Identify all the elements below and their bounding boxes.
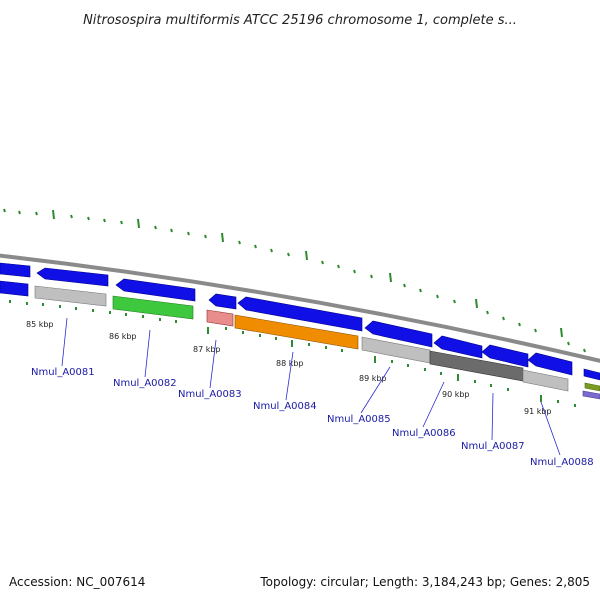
gene-label-nmul-a0081[interactable]: Nmul_A0081 (31, 367, 95, 378)
kbp-label: 86 kbp (109, 332, 137, 341)
gene-block[interactable] (522, 369, 569, 392)
gene-label-nmul-a0086[interactable]: Nmul_A0086 (392, 428, 456, 439)
gene-leader-lines (61, 317, 561, 456)
gene-label-nmul-a0085[interactable]: Nmul_A0085 (327, 414, 391, 425)
gene-block[interactable] (583, 368, 600, 381)
outer-tick-ring (3, 208, 586, 353)
kbp-label: 88 kbp (276, 359, 304, 368)
gene-block[interactable] (208, 293, 237, 310)
kbp-label: 91 kbp (524, 407, 552, 416)
gene-block[interactable] (0, 262, 31, 278)
inner-tick-ring (9, 300, 576, 407)
topology-summary: Topology: circular; Length: 3,184,243 bp… (259, 575, 590, 589)
gene-block[interactable] (115, 278, 196, 302)
gene-block[interactable] (364, 320, 433, 348)
gene-label-nmul-a0088[interactable]: Nmul_A0088 (530, 457, 594, 468)
gene-block[interactable] (584, 382, 600, 392)
map-title: Nitrosospira multiformis ATCC 25196 chro… (83, 13, 517, 28)
gene-label-nmul-a0083[interactable]: Nmul_A0083 (178, 389, 242, 400)
forward-strand-genes (0, 262, 600, 381)
kbp-label: 90 kbp (442, 390, 470, 399)
gene-block[interactable] (527, 352, 573, 376)
gene-block[interactable] (36, 267, 109, 287)
gene-block[interactable] (234, 314, 359, 350)
gene-block[interactable] (582, 390, 600, 400)
gene-block[interactable] (0, 280, 29, 297)
gene-label-nmul-a0087[interactable]: Nmul_A0087 (461, 441, 525, 452)
accession-text: Accession: NC_007614 (9, 575, 145, 589)
gene-label-nmul-a0084[interactable]: Nmul_A0084 (253, 401, 317, 412)
kbp-label: 89 kbp (359, 374, 387, 383)
kbp-label: 87 kbp (193, 345, 221, 354)
gene-labels: Nmul_A0081 Nmul_A0082 Nmul_A0083 Nmul_A0… (31, 367, 594, 468)
chromosome-backbone (0, 253, 600, 363)
kbp-label: 85 kbp (26, 320, 54, 329)
kbp-labels: 85 kbp 86 kbp 87 kbp 88 kbp 89 kbp 90 kb… (26, 320, 552, 416)
colored-genes (0, 280, 600, 400)
gene-block[interactable] (237, 296, 363, 332)
gene-label-nmul-a0082[interactable]: Nmul_A0082 (113, 378, 177, 389)
gene-block[interactable] (34, 285, 107, 307)
gene-block[interactable] (112, 295, 194, 320)
gene-block[interactable] (206, 309, 234, 327)
gene-block[interactable] (481, 344, 529, 368)
